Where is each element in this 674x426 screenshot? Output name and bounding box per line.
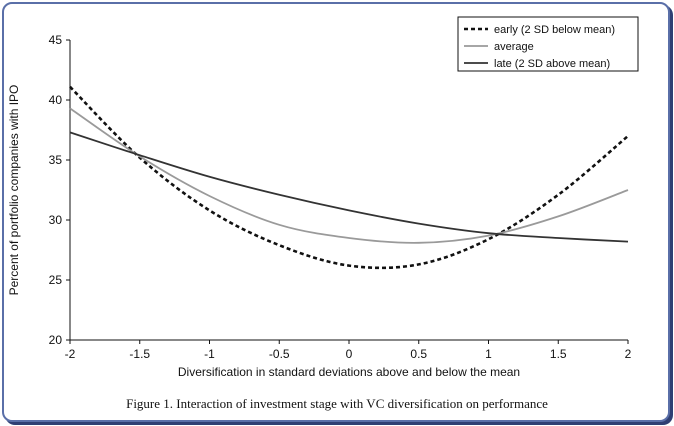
- series-average-line: [69, 107, 629, 244]
- x-tick-label: -0.5: [269, 347, 290, 361]
- figure-caption: Figure 1. Interaction of investment stag…: [126, 396, 548, 411]
- series-lines: [69, 85, 629, 270]
- x-tick-label: 1: [485, 347, 492, 361]
- figure-frame: [2, 2, 670, 422]
- y-axis-label: Percent of portfolio companies with IPO: [7, 85, 21, 296]
- y-tick-label: 30: [49, 213, 63, 227]
- legend-box: [457, 16, 639, 72]
- x-tick-label: -1.5: [129, 347, 150, 361]
- axes: 20 25 30 35 40 45 -2 -1.5 -1 -0.5 0 0.5 1 1.5 2: [49, 33, 632, 361]
- series-late-line: [69, 131, 629, 243]
- legend-entry: late (2 SD above mean): [494, 58, 610, 70]
- legend: early (2 SD below mean) average late (2 SD…: [457, 16, 639, 72]
- legend-entry: early (2 SD below mean): [494, 24, 615, 36]
- legend-entry: average: [494, 41, 534, 53]
- y-tick-label: 25: [49, 273, 63, 287]
- y-tick-label: 20: [49, 333, 63, 347]
- x-tick-label: -2: [65, 347, 76, 361]
- series-early-line: [69, 85, 629, 270]
- y-tick-label: 40: [49, 93, 63, 107]
- x-axis-label: Diversification in standard deviations a…: [178, 365, 520, 379]
- x-tick-label: 2: [625, 347, 632, 361]
- y-tick-label: 35: [49, 153, 63, 167]
- x-tick-label: -1: [204, 347, 215, 361]
- x-tick-label: 1.5: [550, 347, 567, 361]
- x-tick-label: 0.5: [410, 347, 427, 361]
- y-tick-label: 45: [49, 33, 63, 47]
- x-tick-label: 0: [346, 347, 353, 361]
